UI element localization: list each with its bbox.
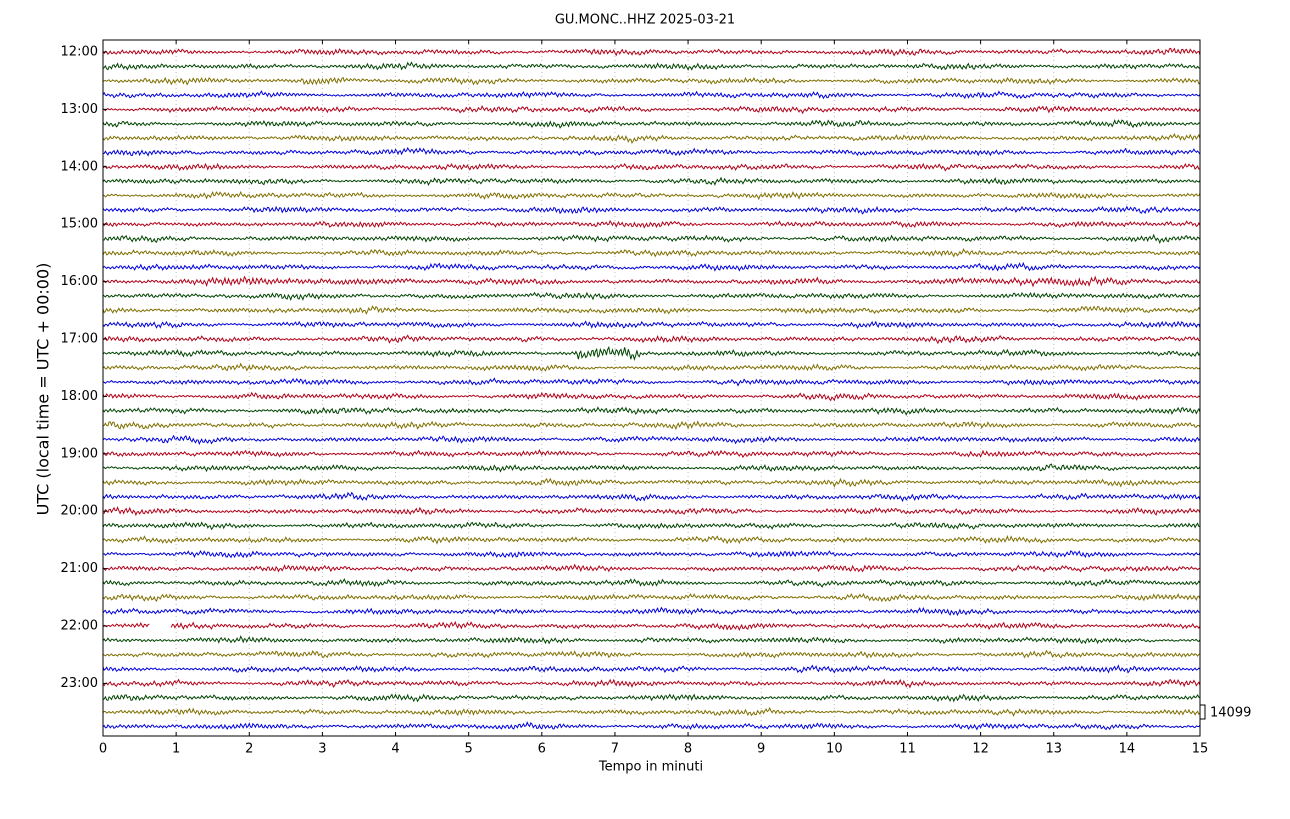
y-tick-label: 13:00: [61, 102, 98, 117]
trace: [102, 233, 1201, 245]
trace: [102, 261, 1201, 272]
x-tick-label: 9: [757, 742, 765, 757]
trace: [102, 578, 1201, 588]
trace: [102, 219, 1201, 229]
grid: [102, 40, 1201, 736]
x-tick-label: 5: [465, 742, 473, 757]
y-tick-label: 22:00: [61, 619, 98, 634]
y-tick-label: 21:00: [61, 561, 98, 576]
trace: [102, 592, 1201, 603]
trace: [102, 305, 1201, 315]
trace: [102, 721, 1201, 731]
traces: [102, 47, 1201, 731]
trace: [103, 463, 1201, 473]
trace: [102, 334, 1201, 345]
trace: [102, 391, 1201, 402]
y-tick-label: 19:00: [61, 446, 98, 461]
trace: [102, 90, 1201, 100]
y-tick-label: 12:00: [61, 45, 98, 60]
x-tick-label: 8: [684, 742, 692, 757]
trace: [102, 678, 1201, 689]
trace: [102, 649, 1201, 659]
trace: [102, 320, 1201, 330]
trace: [102, 162, 1201, 172]
trace: [102, 521, 1201, 531]
plot-frame: [102, 39, 1201, 737]
trace: [102, 291, 1201, 301]
y-tick-label: 15:00: [61, 217, 98, 232]
x-tick-label: 13: [1045, 742, 1062, 757]
x-tick-label: 12: [972, 742, 989, 757]
chart-title: GU.MONC..HHZ 2025-03-21: [555, 13, 735, 28]
trace: [102, 477, 1201, 488]
trace: [102, 146, 1201, 157]
trace: [102, 205, 1201, 215]
x-tick-label: 6: [538, 742, 546, 757]
trace: [102, 534, 1201, 545]
trace: [102, 664, 1201, 674]
y-tick-label: 17:00: [61, 332, 98, 347]
trace: [102, 635, 1201, 645]
y-axis-label: UTC (local time = UTC + 00:00): [34, 263, 53, 516]
trace: [102, 563, 1201, 573]
trace: [102, 606, 1200, 617]
trace: [102, 132, 1201, 145]
x-tick-label: 11: [899, 742, 916, 757]
trace: [102, 420, 1201, 431]
trace: [102, 275, 1201, 288]
x-axis-label: Tempo in minuti: [598, 760, 703, 775]
trace: [102, 76, 1201, 86]
trace: [102, 345, 1201, 361]
trace: [102, 506, 1201, 517]
y-tick-label: 20:00: [61, 504, 98, 519]
x-tick-label: 4: [391, 742, 399, 757]
trace: [102, 448, 1201, 459]
x-tick-label: 14: [1119, 742, 1136, 757]
x-tick-label: 3: [318, 742, 326, 757]
y-tick-label: 16:00: [61, 274, 98, 289]
scale-label: 14099: [1210, 706, 1251, 721]
x-tick-label: 7: [611, 742, 619, 757]
trace: [102, 434, 1201, 446]
trace: [102, 362, 1201, 372]
x-tick-label: 0: [99, 742, 107, 757]
x-tick-label: 2: [245, 742, 253, 757]
trace: [102, 693, 1201, 703]
y-tick-label: 23:00: [61, 676, 98, 691]
trace: [102, 550, 1201, 559]
trace: [102, 104, 1201, 115]
y-tick-label: 14:00: [61, 159, 98, 174]
trace: [102, 47, 1201, 57]
trace: [102, 176, 1201, 186]
trace: [102, 491, 1201, 503]
x-tick-label: 15: [1192, 742, 1209, 757]
trace: [102, 706, 1201, 717]
trace: [102, 406, 1201, 416]
trace: [102, 190, 1201, 201]
trace: [102, 377, 1201, 387]
trace: [102, 61, 1201, 71]
y-tick-label: 18:00: [61, 389, 98, 404]
x-tick-label: 10: [826, 742, 843, 757]
trace: [102, 118, 1201, 129]
trace: [102, 620, 1201, 632]
trace: [102, 247, 1201, 258]
scale-bar: [1200, 704, 1206, 720]
x-tick-label: 1: [172, 742, 180, 757]
